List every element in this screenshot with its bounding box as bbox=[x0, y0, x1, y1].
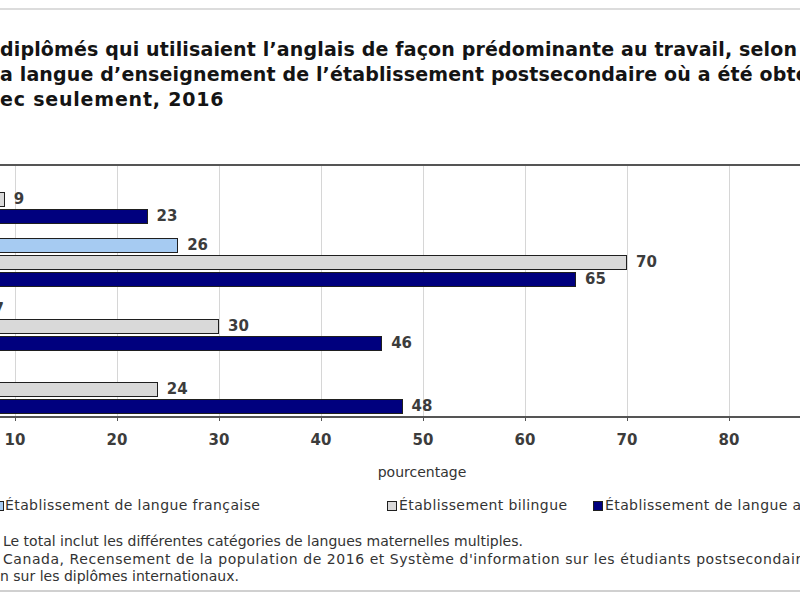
chart-title-line-3: ec seulement, 2016 bbox=[0, 88, 224, 110]
x-tick-mark bbox=[423, 418, 424, 421]
legend-label-francaise: Établissement de langue française bbox=[5, 497, 260, 513]
x-tick-label: 10 bbox=[0, 431, 37, 449]
bar-anglaise-group1 bbox=[0, 209, 148, 224]
legend-marker-francaise bbox=[0, 501, 4, 511]
x-tick-label: 30 bbox=[197, 431, 241, 449]
x-tick-mark bbox=[729, 418, 730, 421]
x-tick-label: 80 bbox=[707, 431, 751, 449]
bar-value-label: 7 bbox=[0, 302, 4, 317]
x-tick-mark bbox=[117, 418, 118, 421]
legend-marker-anglaise bbox=[593, 501, 603, 511]
plot-top-border bbox=[0, 164, 800, 166]
x-tick-mark bbox=[525, 418, 526, 421]
x-axis-line bbox=[0, 416, 800, 418]
x-tick-mark bbox=[627, 418, 628, 421]
bar-value-label: 9 bbox=[14, 192, 24, 207]
top-divider bbox=[0, 8, 800, 10]
bar-value-label: 24 bbox=[167, 382, 188, 397]
bar-bilingue-group3 bbox=[0, 319, 219, 334]
bar-anglaise-group3 bbox=[0, 336, 382, 351]
x-tick-label: 20 bbox=[95, 431, 139, 449]
gridline bbox=[219, 164, 220, 418]
bar-anglaise-group2 bbox=[0, 272, 576, 287]
x-tick-label: 40 bbox=[299, 431, 343, 449]
plot-area: 26 7 9 70 30 24 23 65 46 48 bbox=[0, 164, 800, 418]
legend-label-bilingue: Établissement bilingue bbox=[399, 497, 567, 513]
gridline bbox=[729, 164, 730, 418]
chart-title-line-2: a langue d’enseignement de l’établisseme… bbox=[0, 63, 800, 85]
chart-figure: diplômés qui utilisaient l’anglais de fa… bbox=[0, 0, 800, 600]
bar-value-label: 65 bbox=[585, 272, 606, 287]
x-tick-label: 50 bbox=[401, 431, 445, 449]
bar-francaise-group2 bbox=[0, 238, 178, 253]
footnote-line-2: Canada, Recensement de la population de … bbox=[3, 551, 800, 567]
x-tick-mark bbox=[219, 418, 220, 421]
bar-value-label: 23 bbox=[157, 209, 178, 224]
x-axis-title: pourcentage bbox=[0, 464, 800, 480]
bar-anglaise-group4 bbox=[0, 399, 403, 414]
x-tick-mark bbox=[321, 418, 322, 421]
bar-value-label: 26 bbox=[187, 238, 208, 253]
bar-bilingue-group4 bbox=[0, 382, 158, 397]
bar-bilingue-group2 bbox=[0, 255, 627, 270]
x-tick-label: 60 bbox=[503, 431, 547, 449]
legend-marker-bilingue bbox=[387, 501, 397, 511]
bar-value-label: 48 bbox=[412, 399, 433, 414]
chart-title-line-1: diplômés qui utilisaient l’anglais de fa… bbox=[0, 38, 797, 60]
x-tick-label: 70 bbox=[605, 431, 649, 449]
gridline bbox=[423, 164, 424, 418]
gridline bbox=[525, 164, 526, 418]
gridline bbox=[321, 164, 322, 418]
footnote-line-1: Le total inclut les différentes catégori… bbox=[3, 533, 523, 549]
bar-value-label: 30 bbox=[228, 319, 249, 334]
footnote-line-3: n sur les diplômes internationaux. bbox=[0, 568, 239, 584]
bar-bilingue-group1 bbox=[0, 192, 5, 207]
gridline bbox=[627, 164, 628, 418]
x-tick-mark bbox=[15, 418, 16, 421]
bar-value-label: 70 bbox=[636, 255, 657, 270]
gridline bbox=[117, 164, 118, 418]
bar-value-label: 46 bbox=[391, 336, 412, 351]
bottom-divider bbox=[0, 590, 800, 592]
legend-label-anglaise: Établissement de langue a bbox=[605, 497, 800, 513]
